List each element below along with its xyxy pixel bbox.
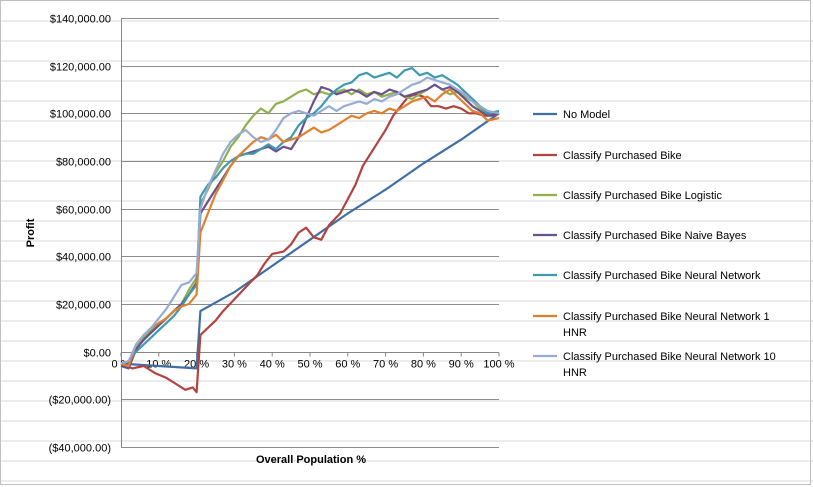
spreadsheet-gridlines xyxy=(0,20,813,482)
y-tick-label: $60,000.00 xyxy=(56,205,111,217)
series-line xyxy=(120,93,500,394)
series-line xyxy=(120,112,500,370)
y-tick-label: $140,000.00 xyxy=(50,14,111,26)
y-tick-label: $120,000.00 xyxy=(50,62,111,74)
y-gridlines xyxy=(121,18,499,448)
legend-label-cont: HNR xyxy=(563,327,587,339)
x-tick-label: 40 % xyxy=(260,359,285,371)
x-tick-label: 30 % xyxy=(222,359,247,371)
legend-label: Classify Purchased Bike Neural Network 1… xyxy=(563,351,776,363)
x-axis-title: Overall Population % xyxy=(256,454,366,466)
y-tick-label: ($40,000.00) xyxy=(49,443,111,455)
legend-label: Classify Purchased Bike Logistic xyxy=(563,190,722,202)
y-tick-label: $20,000.00 xyxy=(56,300,111,312)
x-tick-label: 50 % xyxy=(297,359,322,371)
legend-label: Classify Purchased Bike xyxy=(563,150,682,162)
y-tick-label: $40,000.00 xyxy=(56,252,111,264)
y-tick-label: $0.00 xyxy=(83,348,111,360)
series-line xyxy=(120,66,500,365)
x-tick-label: 70 % xyxy=(373,359,398,371)
legend-label: Classify Purchased Bike Naive Bayes xyxy=(563,230,747,242)
x-tick-label: 100 % xyxy=(483,359,514,371)
legend-label: Classify Purchased Bike Neural Network xyxy=(563,270,761,282)
y-tick-label: $80,000.00 xyxy=(56,157,111,169)
series-line xyxy=(120,76,500,365)
series-lines xyxy=(120,66,500,394)
legend-label: No Model xyxy=(563,109,610,121)
x-tick-label: 80 % xyxy=(411,359,436,371)
x-tick-label: 60 % xyxy=(335,359,360,371)
legend-label: Classify Purchased Bike Neural Network 1 xyxy=(563,311,770,323)
series-line xyxy=(120,83,499,368)
y-tick-label: ($20,000.00) xyxy=(49,395,111,407)
x-tick-label: 90 % xyxy=(449,359,474,371)
y-axis-title: Profit xyxy=(25,218,37,247)
legend: No Model Classify Purchased Bike Classify … xyxy=(533,109,776,379)
y-tick-label: $100,000.00 xyxy=(50,109,111,121)
series-line xyxy=(120,88,500,368)
series-line xyxy=(120,83,500,370)
legend-label-cont: HNR xyxy=(563,367,587,379)
y-axis-ticks: ($40,000.00) ($20,000.00) $0.00 $20,000.00 $… xyxy=(49,14,111,455)
